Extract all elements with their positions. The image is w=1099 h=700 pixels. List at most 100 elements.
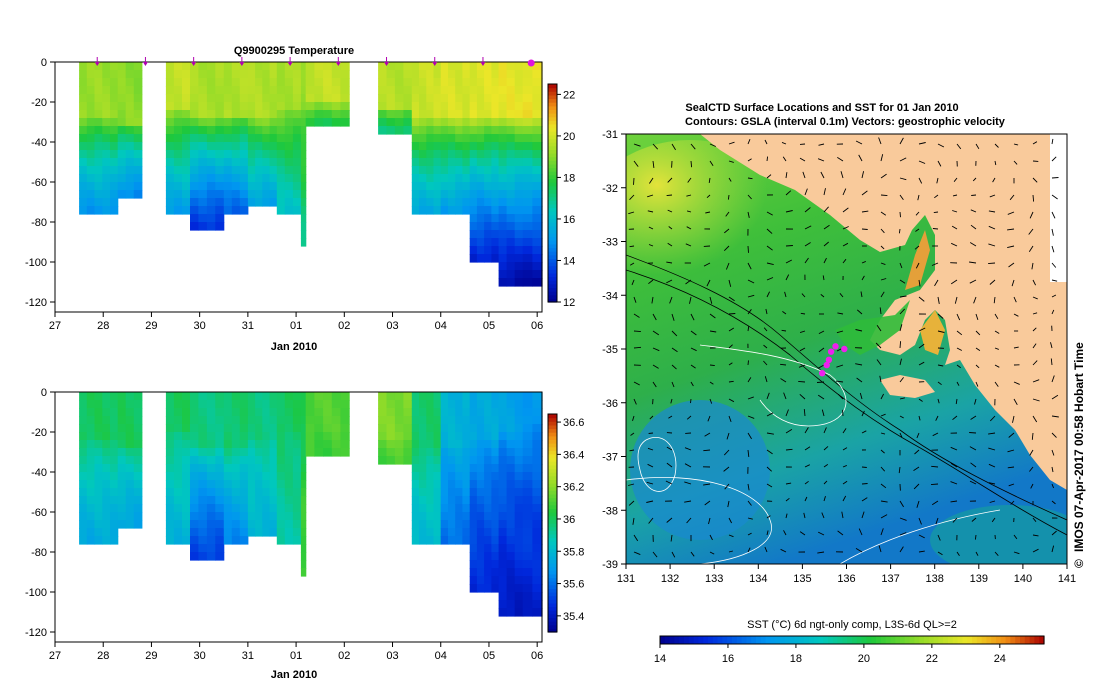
- salinity-cell: [247, 496, 256, 505]
- velocity-vector: [766, 466, 773, 472]
- salinity-cell: [378, 392, 388, 401]
- velocity-vector: [994, 551, 999, 556]
- salinity-cell: [314, 392, 324, 401]
- temperature-cell: [102, 118, 111, 127]
- salinity-cell: [532, 608, 543, 617]
- salinity-colorbar-swatch: [548, 424, 557, 430]
- temperature-cell: [117, 62, 127, 71]
- velocity-vector: [728, 517, 732, 524]
- temperature-cell: [532, 142, 543, 151]
- salinity-cell: [239, 408, 249, 417]
- salinity-cell: [498, 416, 508, 425]
- salinity-cell: [223, 496, 233, 505]
- sst-colorbar-swatch: [832, 636, 839, 644]
- temperature-cell: [206, 222, 216, 231]
- temperature-cell: [300, 110, 307, 119]
- temperature-cell: [514, 278, 524, 287]
- velocity-vector: [855, 140, 863, 145]
- velocity-vector: [633, 143, 641, 147]
- temperature-cell: [269, 118, 278, 127]
- sst-colorbar-swatch: [1034, 636, 1040, 644]
- velocity-vector: [666, 446, 673, 451]
- salinity-cell: [394, 400, 404, 409]
- temperature-cell: [198, 86, 208, 95]
- velocity-vector: [880, 194, 888, 197]
- salinity-y-tick-label: -40: [31, 467, 47, 479]
- velocity-vector: [823, 206, 829, 213]
- temperature-cell: [276, 94, 286, 103]
- temperature-cell: [182, 78, 191, 87]
- salinity-cell: [231, 504, 241, 513]
- salinity-cell: [231, 408, 241, 417]
- salinity-cell: [514, 512, 524, 521]
- salinity-cell: [491, 400, 500, 409]
- velocity-vector: [1051, 394, 1059, 400]
- salinity-x-tick-label: 28: [97, 650, 109, 662]
- salinity-colorbar-swatch: [548, 519, 557, 524]
- temperature-cell: [448, 126, 456, 135]
- temperature-cell: [173, 182, 183, 191]
- temperature-cell: [198, 110, 208, 119]
- temperature-cell: [110, 70, 119, 79]
- sst-colorbar-swatch: [957, 636, 963, 644]
- salinity-cell: [165, 400, 175, 409]
- velocity-vector: [898, 466, 901, 474]
- temperature-colorbar-swatch: [548, 87, 557, 92]
- temperature-cell: [125, 158, 135, 167]
- salinity-cell: [165, 480, 175, 489]
- velocity-vector: [631, 279, 635, 286]
- salinity-colorbar-swatch: [548, 435, 557, 440]
- sst-colorbar-swatch: [852, 636, 858, 644]
- temperature-cell: [340, 118, 350, 127]
- salinity-cell: [331, 392, 342, 401]
- salinity-cell: [522, 472, 533, 481]
- velocity-vector: [1007, 466, 1015, 469]
- profile-marker-head: [239, 62, 245, 66]
- velocity-vector: [652, 330, 660, 336]
- velocity-vector: [950, 463, 958, 468]
- salinity-cell: [469, 472, 478, 481]
- velocity-vector: [918, 327, 926, 332]
- temperature-cell: [190, 166, 199, 175]
- salinity-cell: [440, 496, 449, 505]
- temperature-cell: [165, 158, 175, 167]
- gsla-contour-4: [839, 509, 1001, 564]
- sst-colorbar-swatch: [962, 636, 968, 644]
- temperature-cell: [276, 174, 286, 183]
- temperature-cell: [522, 102, 533, 111]
- temperature-cell: [433, 78, 442, 87]
- salinity-cell: [94, 456, 103, 465]
- velocity-vector: [899, 358, 902, 366]
- salinity-cell: [215, 496, 225, 505]
- salinity-cell: [440, 408, 449, 417]
- salinity-cell: [255, 408, 263, 417]
- salinity-cell: [314, 408, 324, 417]
- temperature-cell: [182, 102, 191, 111]
- salinity-cell: [182, 480, 191, 489]
- temperature-colorbar-swatch: [548, 160, 557, 165]
- temperature-cell: [484, 214, 492, 223]
- temperature-cell: [94, 174, 103, 183]
- temperature-x-axis-label: Jan 2010: [271, 341, 317, 353]
- sst-colorbar-swatch: [904, 636, 911, 644]
- velocity-vector: [1032, 415, 1038, 423]
- velocity-vector: [1051, 138, 1054, 145]
- temperature-cell: [476, 222, 485, 231]
- salinity-cell: [433, 440, 442, 449]
- map-x-tick-label: 135: [793, 573, 811, 585]
- temperature-colorbar-swatch: [548, 243, 557, 249]
- velocity-vector: [1032, 296, 1038, 300]
- salinity-cell: [102, 400, 111, 409]
- temperature-cell: [331, 86, 342, 95]
- salinity-cell: [476, 472, 485, 481]
- velocity-vector: [670, 534, 673, 542]
- temperature-cell: [206, 110, 216, 119]
- temperature-cell: [206, 158, 216, 167]
- temperature-cell: [469, 110, 478, 119]
- salinity-cell: [198, 552, 208, 561]
- salinity-cell: [331, 416, 342, 425]
- velocity-vector: [804, 446, 811, 451]
- velocity-vector: [822, 275, 825, 281]
- imos-credit: IMOS 07-Apr-2017 00:58 Hobart Time: [1072, 342, 1086, 552]
- velocity-vector: [899, 157, 907, 162]
